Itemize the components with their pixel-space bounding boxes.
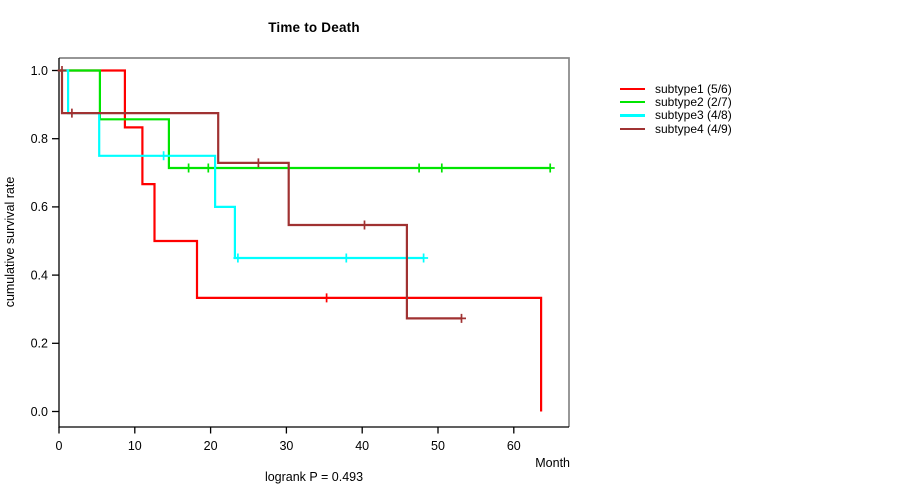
- x-tick-label: 20: [204, 439, 218, 453]
- y-tick-label: 0.4: [31, 268, 48, 282]
- censor-mark: [360, 220, 369, 230]
- legend-item: subtype2 (2/7): [620, 95, 732, 110]
- legend-line-swatch: [620, 100, 645, 104]
- censor-mark: [437, 163, 447, 173]
- survival-curve-subtype2: [59, 69, 551, 170]
- x-tick-label: 50: [431, 439, 445, 453]
- censor-mark: [322, 293, 332, 303]
- legend: subtype1 (5/6) subtype2 (2/7) subtype3 (4/…: [620, 82, 732, 136]
- legend-line-swatch: [620, 114, 645, 117]
- censor-mark: [203, 163, 213, 173]
- x-axis-label: Month: [535, 456, 570, 470]
- legend-line-swatch: [620, 127, 645, 131]
- plot-frame-gray: [59, 57, 570, 427]
- y-tick-label: 0.0: [31, 405, 48, 419]
- censor-mark: [419, 253, 429, 263]
- censor-mark: [341, 253, 351, 263]
- x-tick-label: 30: [279, 439, 293, 453]
- chart-title: Time to Death: [268, 20, 360, 35]
- censor-mark: [233, 253, 243, 263]
- survival-curve-subtype4: [59, 69, 462, 320]
- legend-item: subtype1 (5/6): [620, 81, 732, 96]
- y-tick-label: 0.6: [31, 200, 48, 214]
- legend-label: subtype4 (4/9): [655, 121, 732, 136]
- legend-line-swatch: [620, 87, 645, 90]
- legend-label: subtype1 (5/6): [655, 81, 732, 96]
- censor-mark: [253, 158, 263, 168]
- censor-mark: [184, 163, 194, 173]
- x-tick-label: 10: [128, 439, 142, 453]
- censor-mark: [159, 151, 169, 161]
- x-tick-label: 60: [507, 439, 521, 453]
- survival-curve-subtype3: [59, 69, 424, 260]
- legend-label: subtype3 (4/8): [655, 108, 732, 123]
- y-tick-label: 0.8: [31, 132, 48, 146]
- censor-mark: [57, 66, 67, 75]
- y-tick-label: 1.0: [31, 64, 48, 78]
- censor-mark: [414, 163, 424, 173]
- censor-mark: [457, 313, 466, 323]
- x-tick-label: 40: [355, 439, 369, 453]
- censor-mark: [67, 108, 77, 118]
- x-tick-label: 0: [56, 439, 63, 453]
- censor-mark: [545, 163, 555, 173]
- y-tick-label: 0.2: [31, 337, 48, 351]
- legend-item: subtype3 (4/8): [620, 108, 732, 123]
- legend-label: subtype2 (2/7): [655, 95, 732, 110]
- legend-item: subtype4 (4/9): [620, 121, 732, 136]
- survival-curve-subtype1: [59, 69, 543, 412]
- logrank-p-annotation: logrank P = 0.493: [264, 470, 364, 484]
